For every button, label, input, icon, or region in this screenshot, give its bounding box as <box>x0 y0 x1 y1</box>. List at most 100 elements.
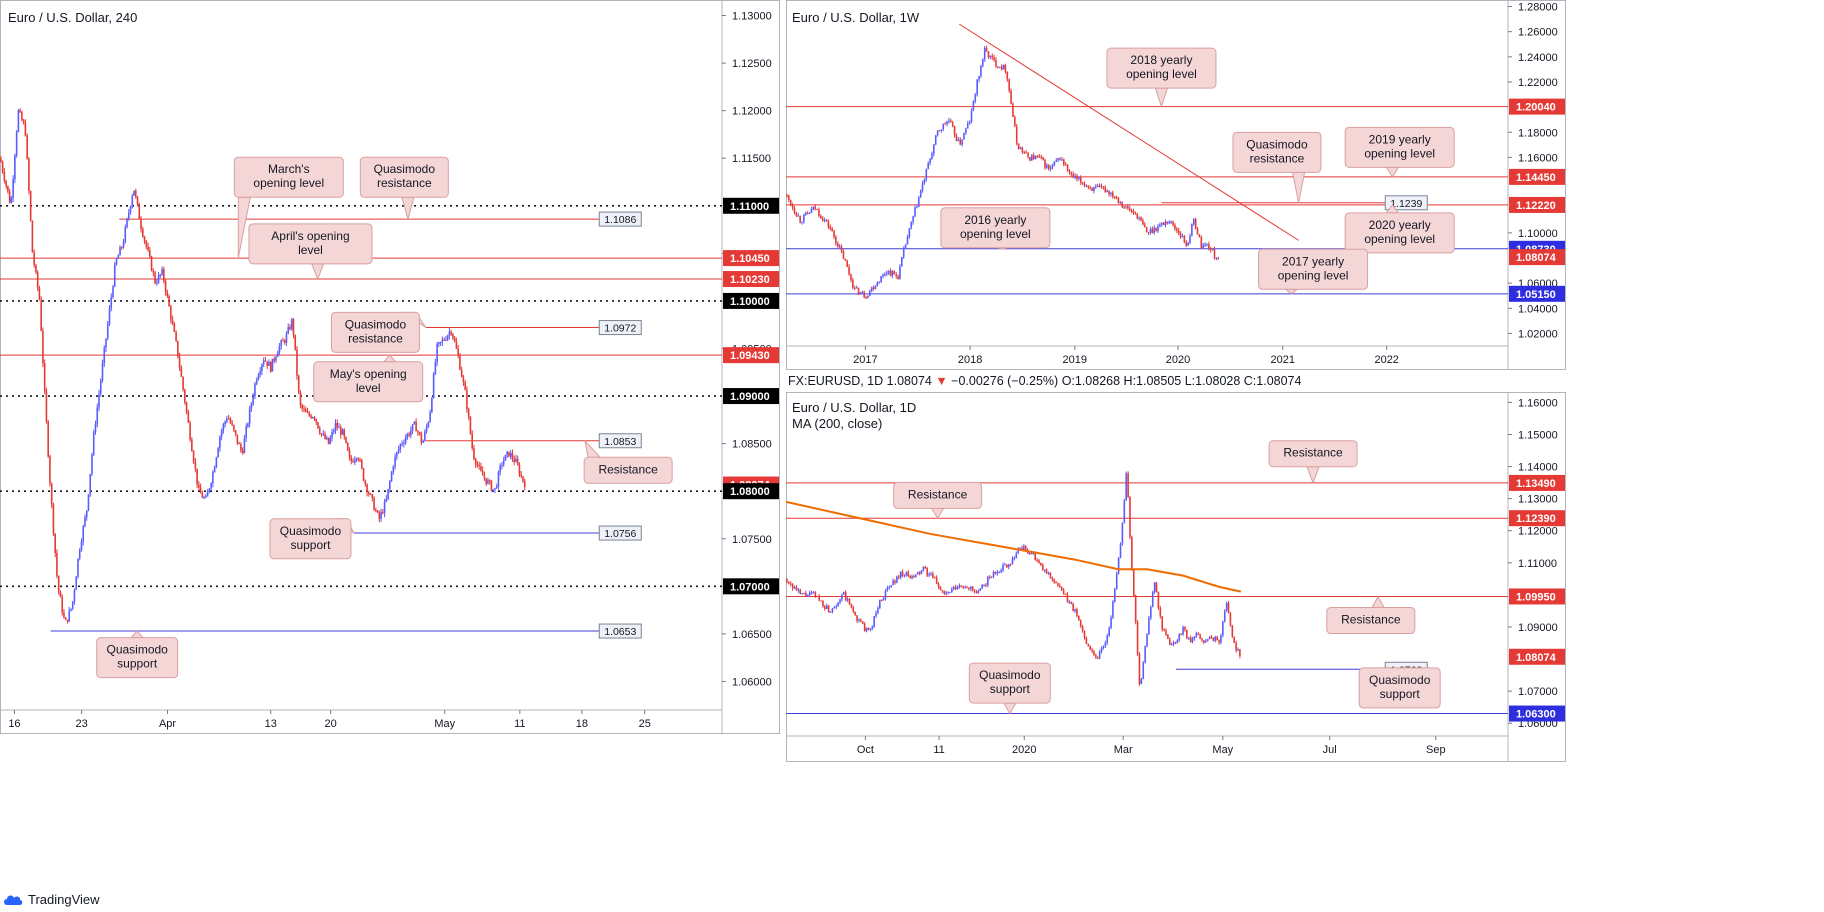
candle-body <box>987 51 990 58</box>
candle-body <box>1004 65 1007 72</box>
candle-body <box>508 451 510 457</box>
candle-body <box>1017 143 1020 150</box>
y-tick-label: 1.04000 <box>1518 303 1558 315</box>
price-axis-tag <box>1509 510 1565 527</box>
callout-pointer <box>1154 87 1169 109</box>
level-price-box <box>598 320 642 336</box>
price-axis-tag-label: 1.10450 <box>730 253 770 265</box>
price-axis-tag <box>1509 98 1565 115</box>
candle-body <box>1098 651 1101 659</box>
candle-body <box>1157 591 1160 609</box>
candle-body <box>261 364 263 372</box>
candle-body <box>1028 552 1031 554</box>
h4-chart-panel[interactable]: 1.130001.125001.120001.115001.105001.095… <box>0 0 780 734</box>
candle-body <box>1014 117 1016 127</box>
candle-body <box>171 319 174 324</box>
candle-body <box>248 408 251 424</box>
candle-body <box>814 206 816 209</box>
candle-body <box>1102 186 1105 188</box>
level-price-box <box>598 525 642 541</box>
candle-body <box>140 219 142 229</box>
candle-body <box>1123 500 1126 523</box>
candle-body <box>1140 678 1143 685</box>
candle-body <box>431 397 433 413</box>
d1-chart[interactable]: 1.16000 1.15000 1.14000 1.13000 1.12000 1.110… <box>786 392 1566 762</box>
candle-body <box>995 59 997 67</box>
price-axis-tag <box>1509 249 1565 266</box>
candle-body <box>397 449 400 453</box>
candle-body <box>925 168 928 180</box>
candle-body <box>870 287 873 292</box>
candle-body <box>956 587 959 590</box>
x-tick-label: Jul <box>1323 744 1337 756</box>
candle-body <box>464 382 466 391</box>
candle-body <box>280 340 283 346</box>
candle-body <box>485 478 487 484</box>
candle-body <box>147 246 149 251</box>
candle-body <box>981 585 983 589</box>
candle-body <box>1138 653 1141 685</box>
candle-body <box>452 333 454 339</box>
candle-body <box>466 390 468 410</box>
w1-chart[interactable]: 1.28000 1.26000 1.24000 1.22000 1.18000 1.160… <box>786 0 1566 370</box>
candle-body <box>904 244 907 249</box>
candle-body <box>801 221 803 223</box>
candle-body <box>884 590 887 599</box>
candle-body <box>455 341 458 349</box>
y-tick-label: 1.13000 <box>1518 494 1558 506</box>
x-tick-label: 2018 <box>958 354 982 366</box>
x-tick-label: May <box>1212 744 1233 756</box>
y-tick-label: 1.14000 <box>1518 462 1558 474</box>
callout-text: Quasimodo <box>1246 137 1308 151</box>
candle-body <box>133 190 135 196</box>
candle-body <box>914 207 916 217</box>
candle-body <box>1042 564 1044 571</box>
candle-body <box>418 432 421 435</box>
price-axis-tag <box>723 483 779 500</box>
candle-body <box>250 403 253 409</box>
candle-body <box>285 333 288 343</box>
candle-body <box>1204 244 1206 246</box>
candle-body <box>331 431 333 438</box>
candle-body <box>306 412 309 414</box>
y-tick-label: 1.12000 <box>732 106 772 118</box>
candle-body <box>957 139 960 141</box>
price-axis-tag-label: 1.07000 <box>730 581 770 593</box>
candle-body <box>1153 227 1156 233</box>
candle-body <box>429 412 431 423</box>
x-tick-label: 11 <box>514 718 525 730</box>
brand-footer[interactable]: TradingView <box>2 888 100 910</box>
candle-body <box>481 470 484 476</box>
candle-body <box>499 465 502 472</box>
candle-body <box>1079 620 1082 627</box>
candle-body <box>303 408 305 410</box>
candle-body <box>916 206 918 208</box>
candle-body <box>308 412 311 416</box>
d1-chart-title: Euro / U.S. Dollar, 1D <box>792 400 917 415</box>
candle-body <box>878 282 881 284</box>
candle-body <box>893 271 896 275</box>
candle-body <box>987 576 989 586</box>
candle-body <box>905 572 908 576</box>
candle-body <box>78 550 81 559</box>
candle-body <box>329 437 332 444</box>
callout-text: 2017 yearly <box>1282 254 1344 268</box>
candle-body <box>1198 234 1201 238</box>
price-axis-tag-label: 1.08074 <box>1516 252 1557 264</box>
h4-chart[interactable]: 1.130001.125001.120001.115001.105001.095… <box>0 0 780 734</box>
callout-box <box>1258 248 1369 290</box>
candle-body <box>892 580 894 586</box>
d1-chart-panel[interactable]: 1.16000 1.15000 1.14000 1.13000 1.12000 1.110… <box>786 392 1566 762</box>
candle-body <box>853 287 856 289</box>
callout-box <box>1358 667 1441 709</box>
candle-body <box>1153 582 1156 592</box>
price-axis-tag-label: 1.12220 <box>1516 200 1556 212</box>
candle-body <box>1211 249 1214 251</box>
price-axis-tag-label: 1.09950 <box>1516 591 1556 603</box>
candle-body <box>1093 651 1095 655</box>
candle-body <box>471 433 473 448</box>
candle-body <box>1174 224 1176 229</box>
chart-frame <box>0 0 780 734</box>
candle-body <box>212 472 214 484</box>
w1-chart-panel[interactable]: 1.28000 1.26000 1.24000 1.22000 1.18000 1.160… <box>786 0 1566 370</box>
